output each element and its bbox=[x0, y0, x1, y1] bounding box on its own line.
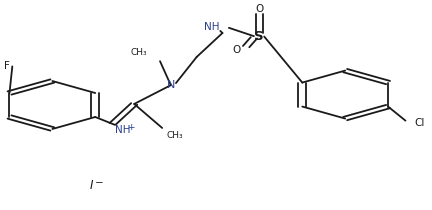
Text: +: + bbox=[127, 123, 135, 132]
Text: NH: NH bbox=[115, 125, 130, 135]
Text: F: F bbox=[4, 61, 10, 71]
Text: I: I bbox=[89, 179, 93, 192]
Text: N: N bbox=[167, 80, 175, 90]
Text: S: S bbox=[254, 30, 264, 43]
Text: CH₃: CH₃ bbox=[130, 48, 147, 57]
Text: O: O bbox=[232, 45, 240, 55]
Text: Cl: Cl bbox=[414, 118, 425, 128]
Text: NH: NH bbox=[204, 22, 219, 32]
Text: −: − bbox=[95, 178, 103, 188]
Text: CH₃: CH₃ bbox=[166, 131, 183, 140]
Text: O: O bbox=[255, 4, 263, 14]
